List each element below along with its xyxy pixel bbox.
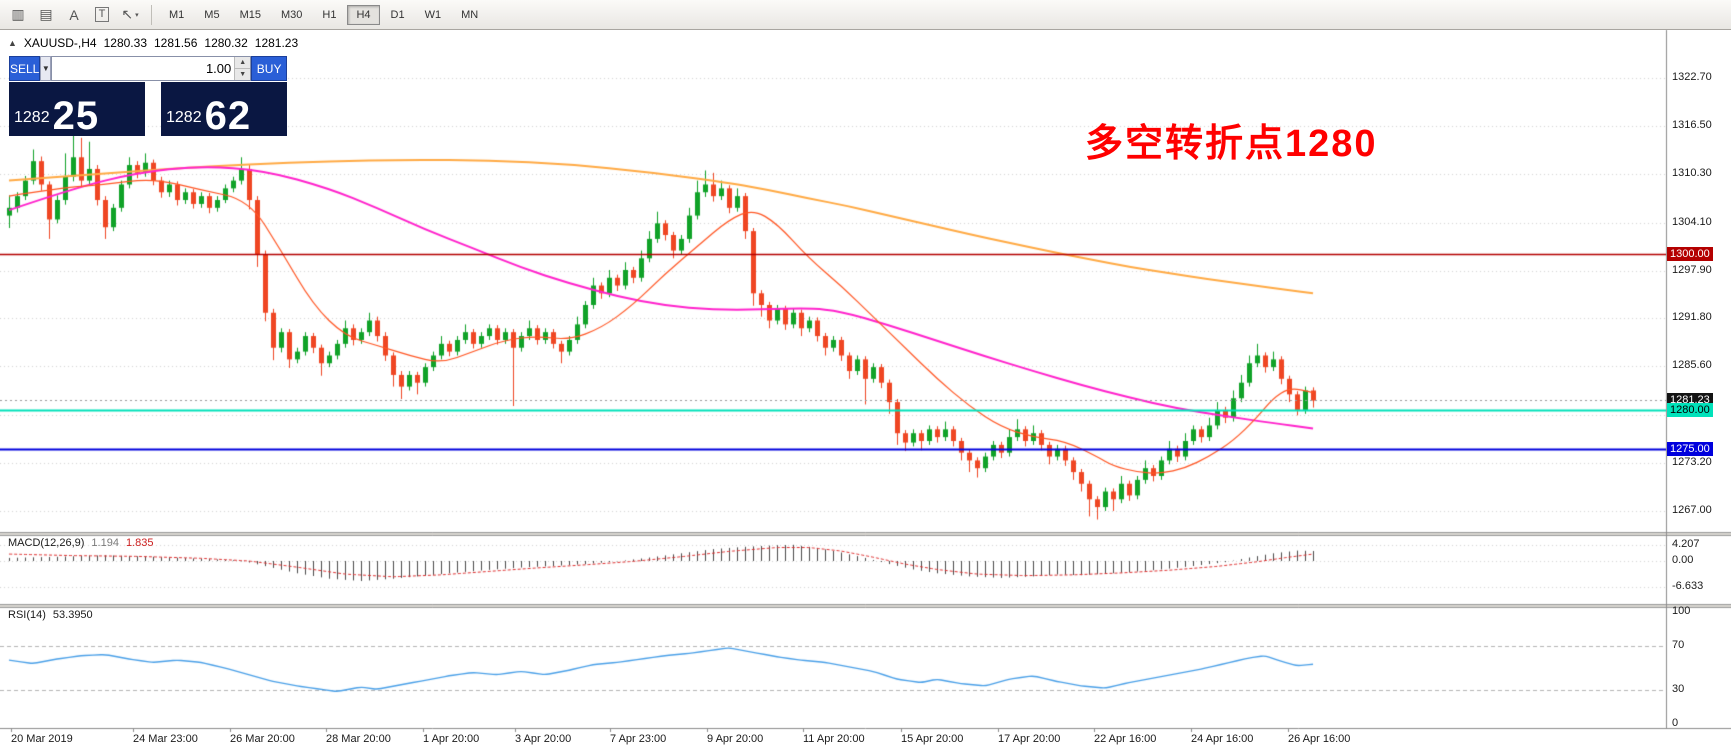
- sell-button[interactable]: SELL: [9, 56, 41, 81]
- timeframe-button-H4[interactable]: H4: [347, 4, 380, 25]
- timeframe-button-M30[interactable]: M30: [280, 8, 303, 21]
- text-label-icon[interactable]: A: [62, 3, 86, 27]
- text-box-icon[interactable]: T: [90, 3, 114, 27]
- toolbar-separator: [151, 4, 152, 25]
- dropdown-caret-icon: ▾: [135, 11, 139, 19]
- symbol-period-label: XAUUSD-,H4: [23, 36, 97, 50]
- volume-box: ▲ ▼: [51, 56, 252, 81]
- one-click-collapse-icon[interactable]: ▲: [8, 38, 17, 48]
- macd-indicator-label: MACD(12,26,9) 1.194 1.835: [8, 537, 153, 549]
- text-label-icon-glyph: A: [69, 6, 79, 23]
- buy-button[interactable]: BUY: [251, 56, 287, 81]
- rsi-name: RSI(14): [8, 609, 46, 621]
- timeframe-group: M1 M5 M15 M30 H1 H4 D1 W1 MN: [159, 4, 488, 25]
- ohlc-high: 1281.56: [154, 36, 198, 50]
- draw-tools-icon[interactable]: ↖ ▾: [118, 3, 142, 27]
- rsi-value: 53.3950: [52, 609, 93, 621]
- timeframe-button-D1[interactable]: D1: [390, 8, 405, 21]
- chart-annotation-text: 多空转折点1280: [1085, 123, 1378, 165]
- ohlc-low: 1280.32: [204, 36, 248, 50]
- one-click-trading-panel: SELL ▼ ▲ ▼ BUY 1282 25 1282 62: [9, 56, 287, 136]
- price-gap: [145, 82, 161, 136]
- volume-up-button[interactable]: ▲: [235, 57, 251, 68]
- timeframe-button-M15[interactable]: M15: [239, 8, 261, 21]
- timeframe-button-MN[interactable]: MN: [461, 8, 479, 21]
- ohlc-close: 1281.23: [254, 36, 299, 50]
- toolbar: ▥ ▤ A T ↖ ▾ M1 M5 M15 M30 H1 H4 D1 W1 MN: [0, 0, 1731, 30]
- macd-main-value: 1.194: [91, 537, 119, 549]
- draw-tools-icon-glyph: ↖: [121, 6, 134, 22]
- macd-signal-value: 1.835: [125, 537, 154, 549]
- ohlc-open: 1280.33: [103, 36, 147, 50]
- rsi-indicator-label: RSI(14) 53.3950: [8, 609, 93, 621]
- bar-chart-icon[interactable]: ▤: [34, 3, 58, 27]
- timeframe-button-W1[interactable]: W1: [424, 8, 442, 21]
- candlestick-chart-icon[interactable]: ▥: [6, 3, 30, 27]
- bid-price-big: 25: [52, 94, 100, 138]
- toolbar-icon-group: ▥ ▤ A T ↖ ▾: [4, 3, 144, 27]
- timeframe-button-M1[interactable]: M1: [169, 8, 185, 21]
- bid-price-prefix: 1282: [14, 109, 50, 126]
- volume-down-button[interactable]: ▼: [235, 68, 251, 80]
- volume-input[interactable]: [52, 57, 235, 80]
- timeframe-button-M5[interactable]: M5: [204, 8, 220, 21]
- text-box-icon-glyph: T: [94, 7, 110, 22]
- volume-dropdown-button[interactable]: ▼: [40, 56, 52, 81]
- macd-name: MACD(12,26,9): [8, 537, 85, 549]
- bar-chart-icon-glyph: ▤: [39, 6, 53, 22]
- chart-header: ▲ XAUUSD-,H4 1280.33 1281.56 1280.32 128…: [8, 36, 298, 50]
- bid-price[interactable]: 1282 25: [9, 82, 145, 136]
- trade-controls-row: SELL ▼ ▲ ▼ BUY: [9, 56, 287, 81]
- ask-price[interactable]: 1282 62: [161, 82, 287, 136]
- trade-prices-row: 1282 25 1282 62: [9, 82, 287, 136]
- timeframe-button-H1[interactable]: H1: [322, 8, 337, 21]
- ask-price-prefix: 1282: [166, 109, 202, 126]
- candlestick-chart-icon-glyph: ▥: [11, 6, 25, 22]
- volume-spinner: ▲ ▼: [234, 57, 251, 80]
- ask-price-big: 62: [204, 94, 252, 138]
